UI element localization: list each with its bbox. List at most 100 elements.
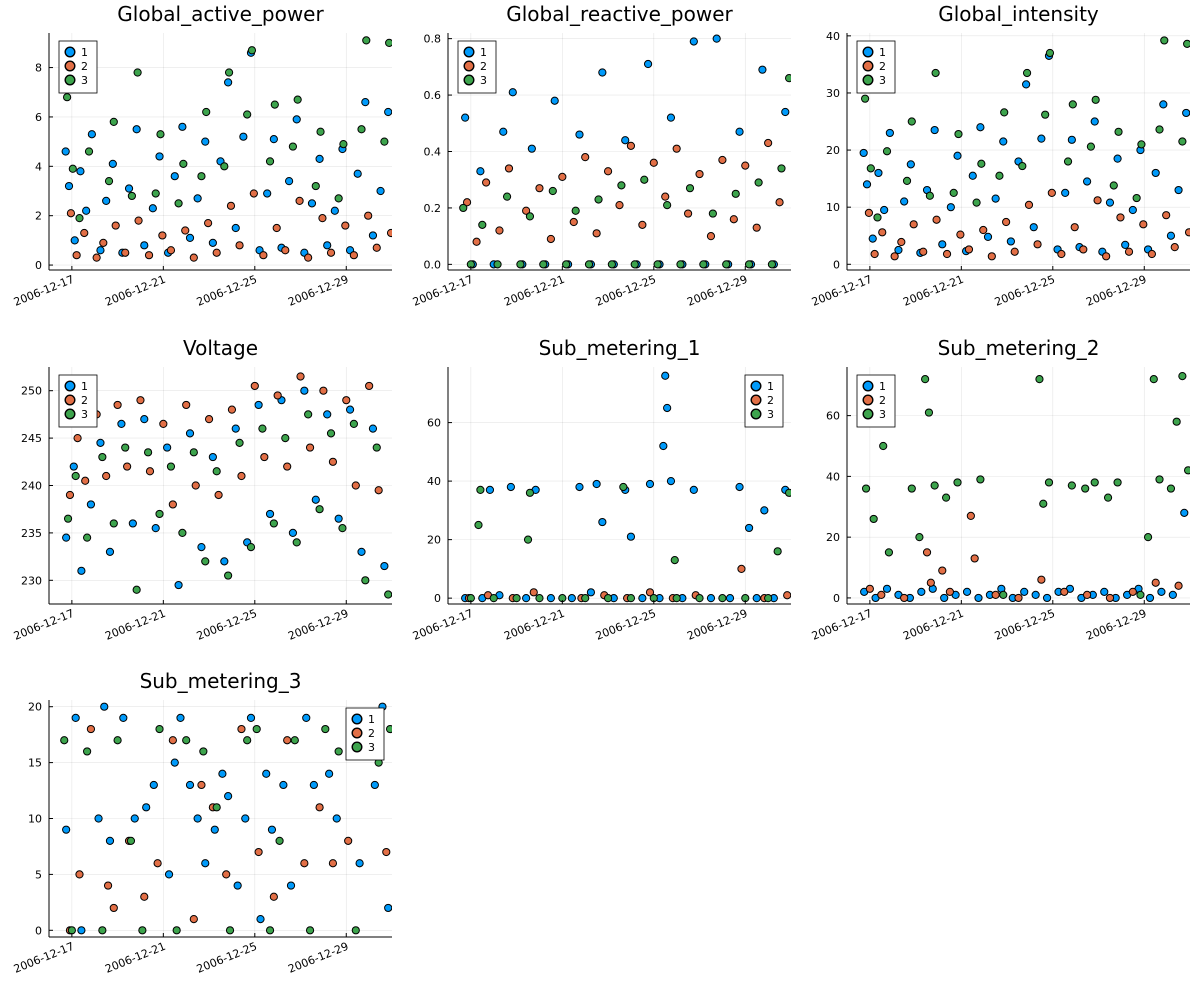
data-point-series-2	[222, 870, 231, 879]
subplot-sub-metering-1: Sub_metering_1 0 20 40 60 2006-12-17 2006-12-2…	[411, 336, 791, 643]
legend-label: 3	[767, 408, 774, 421]
data-point-series-3	[132, 585, 141, 594]
data-point-series-2	[121, 248, 130, 257]
data-point-series-1	[930, 125, 939, 135]
data-point-series-1	[132, 125, 141, 134]
data-point-series-2	[1174, 581, 1183, 590]
data-point-series-2	[966, 511, 975, 520]
data-point-series-1	[781, 107, 790, 117]
data-point-series-3	[1086, 142, 1096, 151]
data-point-series-1	[643, 59, 653, 69]
data-point-series-3	[126, 836, 136, 845]
data-point-series-3	[258, 424, 267, 433]
data-point-series-1	[621, 136, 630, 145]
data-point-series-1	[155, 152, 164, 161]
data-point-series-3	[619, 482, 628, 492]
y-tick-label: 40	[826, 470, 840, 483]
y-tick-label: 240	[21, 480, 42, 493]
x-tick-label: 2006-12-29	[286, 273, 350, 309]
data-point-series-2	[504, 164, 514, 173]
data-point-series-1	[142, 803, 151, 812]
data-point-series-1	[170, 172, 179, 181]
data-point-series-1	[882, 584, 892, 593]
data-point-series-1	[368, 424, 378, 433]
data-point-series-2	[1033, 240, 1042, 249]
y-tick-label: 0	[35, 259, 42, 272]
data-point-series-1	[302, 713, 311, 722]
legend-marker	[862, 60, 874, 72]
y-tick-label: 0.2	[424, 202, 442, 215]
data-point-series-1	[758, 65, 767, 74]
data-point-series-1	[862, 180, 872, 189]
legend-marker	[64, 380, 76, 392]
y-tick-label: 0.6	[424, 89, 442, 102]
data-point-series-3	[1068, 100, 1077, 109]
data-point-series-1	[170, 758, 179, 767]
data-point-series-2	[979, 225, 988, 235]
data-point-series-3	[1063, 157, 1073, 166]
subplot-global-active-power: Global_active_power 0 2 4 6 8 2006-12-17 2006-1…	[12, 2, 392, 309]
data-point-series-3	[784, 74, 791, 83]
data-point-series-1	[311, 495, 320, 504]
legend-label: 2	[480, 60, 487, 73]
x-tick-label: 2006-12-21	[502, 607, 566, 643]
y-tick-label: 2	[35, 210, 42, 223]
legend: 123	[345, 707, 385, 761]
data-point-series-3	[166, 462, 176, 471]
data-point-series-1	[140, 241, 149, 250]
legend-marker	[64, 394, 76, 406]
data-point-series-3	[225, 926, 235, 935]
data-point-series-3	[182, 736, 191, 745]
data-point-series-2	[1093, 196, 1102, 205]
data-point-series-3	[525, 488, 535, 497]
data-point-series-3	[548, 186, 557, 196]
data-point-series-3	[1114, 127, 1123, 136]
data-point-series-3	[784, 488, 791, 497]
data-point-series-3	[873, 213, 882, 222]
data-point-series-2	[864, 208, 874, 217]
subplot-title: Sub_metering_1	[539, 336, 701, 360]
data-point-series-2	[546, 234, 556, 244]
data-point-series-3	[1000, 108, 1009, 117]
data-point-series-2	[877, 590, 886, 599]
data-point-series-2	[1105, 593, 1115, 603]
data-point-series-3	[630, 260, 639, 269]
y-tick-label: 20	[826, 531, 840, 544]
data-point-series-2	[181, 226, 190, 235]
y-tick-label: 0	[833, 258, 840, 271]
data-point-series-3	[174, 199, 183, 208]
data-point-series-1	[880, 205, 889, 215]
data-point-series-1	[105, 836, 115, 845]
data-point-series-2	[472, 237, 481, 246]
data-point-series-3	[1035, 375, 1044, 384]
data-point-series-1	[185, 780, 195, 790]
data-point-series-1	[239, 132, 248, 141]
data-point-series-1	[64, 181, 74, 191]
data-point-series-1	[894, 245, 903, 255]
data-point-series-3	[516, 260, 525, 269]
data-point-series-2	[922, 548, 932, 557]
data-point-series-3	[907, 117, 916, 126]
data-point-series-2	[365, 381, 374, 391]
data-point-series-1	[315, 154, 324, 164]
x-tick-label: 2006-12-21	[103, 607, 167, 643]
data-point-series-1	[598, 68, 607, 77]
data-point-series-2	[259, 251, 268, 260]
data-point-series-3	[777, 164, 786, 173]
data-point-series-3	[607, 260, 616, 269]
data-point-series-1	[285, 177, 294, 186]
data-point-series-3	[334, 194, 343, 203]
data-point-series-1	[108, 159, 117, 168]
data-point-series-1	[1090, 117, 1099, 126]
legend-label: 3	[81, 74, 88, 87]
data-point-series-1	[262, 769, 271, 778]
data-point-series-2	[102, 471, 111, 481]
data-point-series-3	[109, 519, 118, 528]
data-point-series-2	[909, 220, 918, 229]
data-point-series-2	[73, 434, 82, 443]
y-tick-label: 6	[35, 111, 42, 124]
data-point-series-1	[94, 814, 103, 823]
data-point-series-3	[1044, 478, 1054, 487]
data-point-series-2	[304, 253, 313, 262]
